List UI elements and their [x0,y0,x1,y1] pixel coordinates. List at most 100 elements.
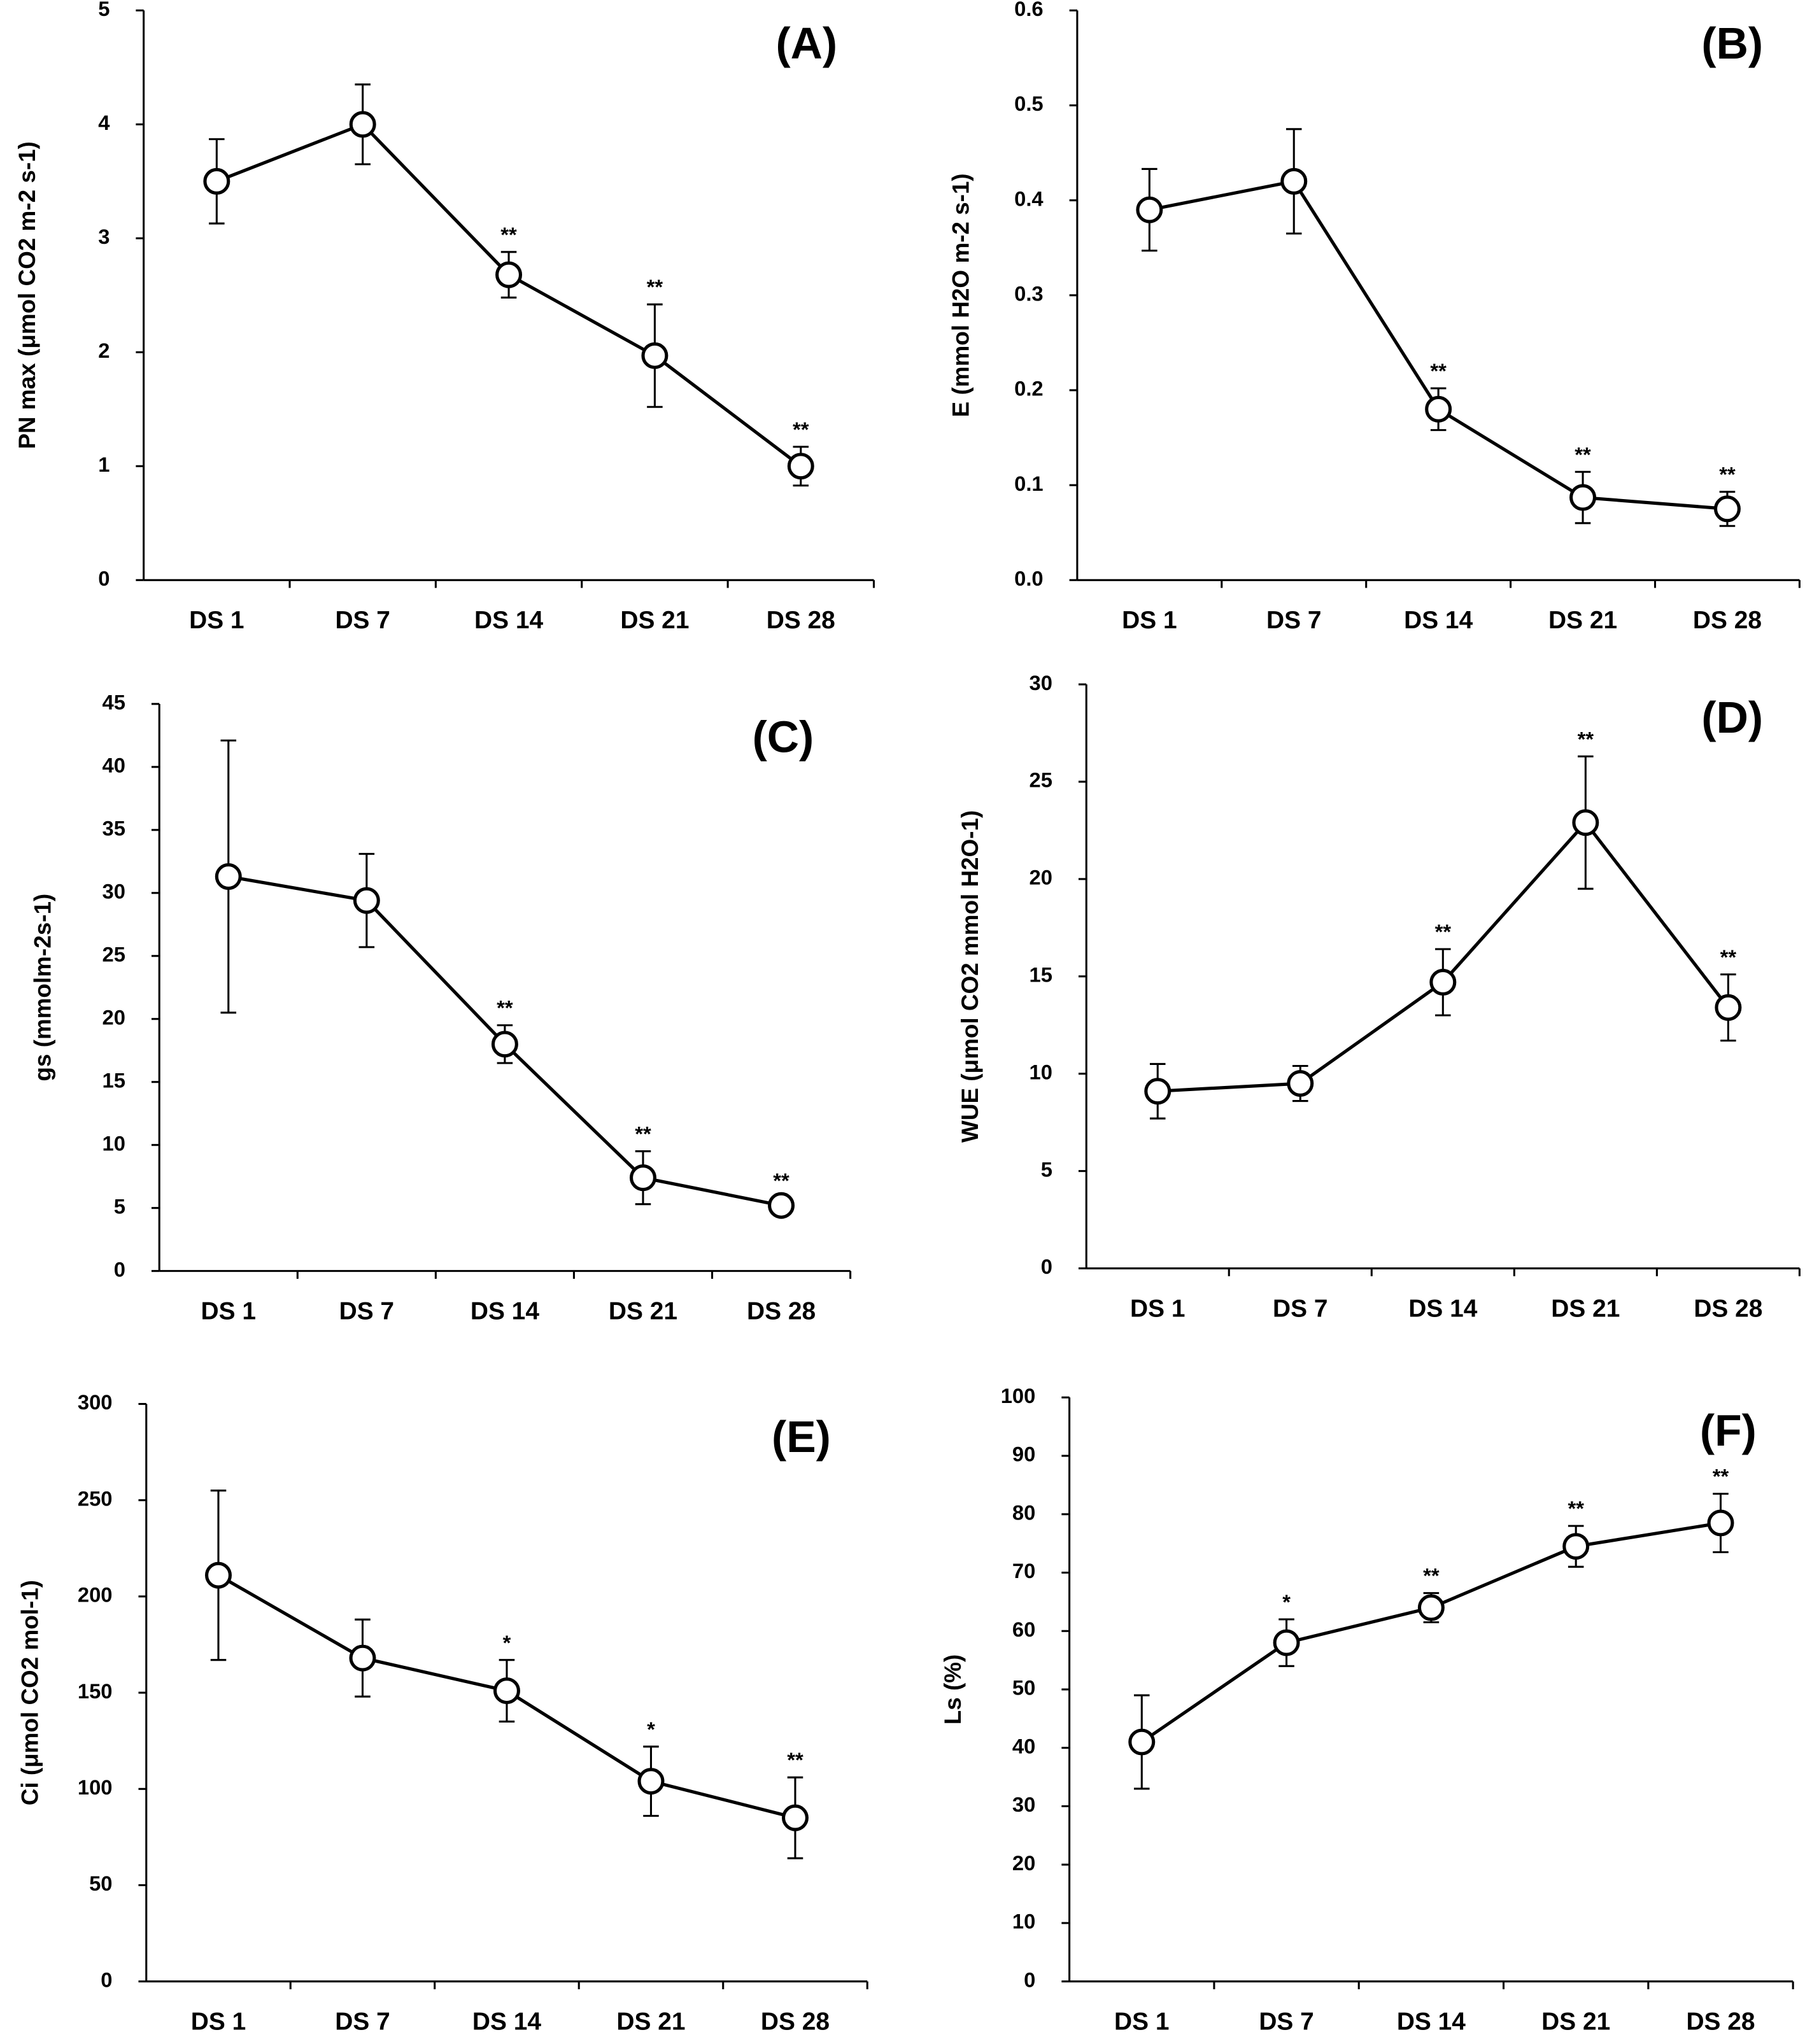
y-tick-label: 0.4 [1014,187,1044,210]
x-tick-label: DS 14 [1408,1295,1477,1322]
significance-label: ** [1435,920,1452,943]
marker [781,1804,809,1831]
y-tick-label: 0 [1041,1255,1052,1278]
y-tick-label: 25 [1030,768,1052,792]
x-tick-label: DS 28 [1686,2008,1755,2036]
y-tick-label: 300 [78,1390,113,1414]
panel-label: (A) [775,18,837,68]
marker [768,1192,795,1219]
y-tick-label: 5 [1041,1157,1052,1181]
marker [205,1561,232,1589]
y-tick-label: 30 [103,879,125,903]
y-tick-label: 10 [103,1131,125,1155]
y-tick-label: 100 [78,1775,113,1799]
x-tick-label: DS 21 [1551,1295,1620,1322]
marker [495,261,523,288]
x-tick-label: DS 28 [1693,607,1762,634]
x-tick-label: DS 7 [335,2008,390,2036]
y-tick-label: 35 [103,816,125,840]
y-tick-label: 5 [98,0,110,20]
x-tick-label: DS 7 [1259,2008,1313,2036]
y-tick-label: 2 [98,339,110,362]
x-tick-label: DS 7 [335,607,390,634]
y-tick-label: 40 [103,753,125,777]
y-tick-label: 45 [103,690,125,714]
significance-label: ** [1423,1564,1440,1588]
marker [1715,994,1742,1021]
x-tick-label: DS 14 [1397,2008,1466,2036]
x-tick-label: DS 14 [474,607,543,634]
marker [349,111,376,138]
marker [1287,1070,1314,1097]
y-axis-label: gs (mmolm-2s-1) [30,894,56,1082]
marker [787,453,814,480]
x-tick-label: DS 28 [1694,1295,1762,1322]
marker [353,887,380,914]
x-tick-label: DS 14 [471,1297,539,1325]
marker [629,1164,656,1192]
series-line [1149,180,1728,511]
y-tick-label: 0.0 [1014,567,1044,590]
y-tick-label: 70 [1012,1559,1035,1582]
y-axis-label: E (mmol H2O m-2 s-1) [947,173,973,417]
marker [1562,1533,1590,1560]
y-tick-label: 0.5 [1014,92,1044,115]
x-tick-label: DS 1 [1122,607,1177,634]
x-tick-label: DS 21 [620,607,689,634]
significance-label: ** [1713,1465,1729,1488]
y-tick-label: 5 [114,1194,125,1218]
marker [1707,1509,1734,1537]
x-tick-label: DS 28 [767,607,835,634]
marker [1273,1629,1300,1656]
y-tick-label: 0 [114,1257,125,1281]
marker [1128,1728,1156,1756]
significance-label: ** [1578,727,1594,751]
marker [637,1768,665,1795]
y-tick-label: 4 [98,111,110,134]
y-tick-label: 20 [1012,1851,1035,1875]
significance-label: * [1282,1590,1291,1614]
marker [215,863,242,891]
y-tick-label: 0 [1024,1968,1035,1991]
x-tick-label: DS 21 [609,1297,677,1325]
marker [1144,1078,1171,1105]
y-tick-label: 90 [1012,1442,1035,1466]
marker [1417,1594,1445,1621]
marker [349,1644,376,1672]
y-tick-label: 50 [1012,1676,1035,1700]
series-line [1140,1521,1721,1744]
x-tick-label: DS 1 [201,1297,256,1325]
y-tick-label: 100 [1001,1384,1036,1407]
y-tick-label: 30 [1012,1793,1035,1816]
x-tick-label: DS 21 [1541,2008,1610,2036]
y-tick-label: 30 [1030,671,1052,694]
y-tick-label: 10 [1012,1910,1035,1933]
x-tick-label: DS 28 [761,2008,830,2036]
y-tick-label: 150 [78,1679,113,1703]
y-tick-label: 1 [98,453,110,476]
y-tick-label: 0.2 [1014,377,1044,400]
marker [493,1677,520,1705]
y-tick-label: 15 [1030,962,1052,986]
y-tick-label: 0.1 [1014,472,1044,495]
y-axis-label: Ls (%) [940,1654,966,1725]
significance-label: ** [1719,463,1736,486]
x-tick-label: DS 28 [747,1297,816,1325]
panel-label: (E) [772,1412,831,1462]
panel-label: (D) [1701,693,1763,742]
x-tick-label: DS 7 [1266,607,1321,634]
y-tick-label: 0.6 [1014,0,1044,20]
x-tick-label: DS 21 [616,2008,685,2036]
marker [491,1031,518,1058]
significance-label: ** [500,223,517,246]
y-tick-label: 10 [1030,1060,1052,1083]
y-axis-label: PN max (μmol CO2 m-2 s-1) [14,141,40,449]
significance-label: ** [773,1169,789,1192]
significance-label: * [503,1631,511,1654]
y-tick-label: 80 [1012,1500,1035,1524]
x-tick-label: DS 1 [189,607,244,634]
marker [641,342,669,369]
y-tick-label: 40 [1012,1734,1035,1758]
significance-label: ** [635,1122,651,1146]
